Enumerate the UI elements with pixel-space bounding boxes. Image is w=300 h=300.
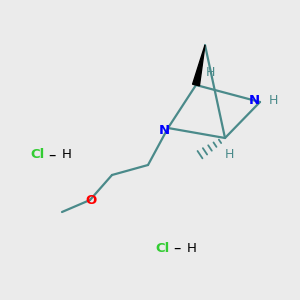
Text: Cl: Cl <box>155 242 169 254</box>
Polygon shape <box>193 45 205 86</box>
Text: N: N <box>249 94 260 107</box>
Text: H: H <box>205 67 215 80</box>
Text: H: H <box>187 242 197 254</box>
Text: H: H <box>224 148 234 160</box>
Text: H: H <box>62 148 72 161</box>
Text: –: – <box>173 241 181 256</box>
Text: –: – <box>48 148 56 163</box>
Text: H: H <box>269 94 278 107</box>
Text: N: N <box>158 124 169 136</box>
Text: Cl: Cl <box>30 148 44 161</box>
Text: O: O <box>85 194 97 206</box>
